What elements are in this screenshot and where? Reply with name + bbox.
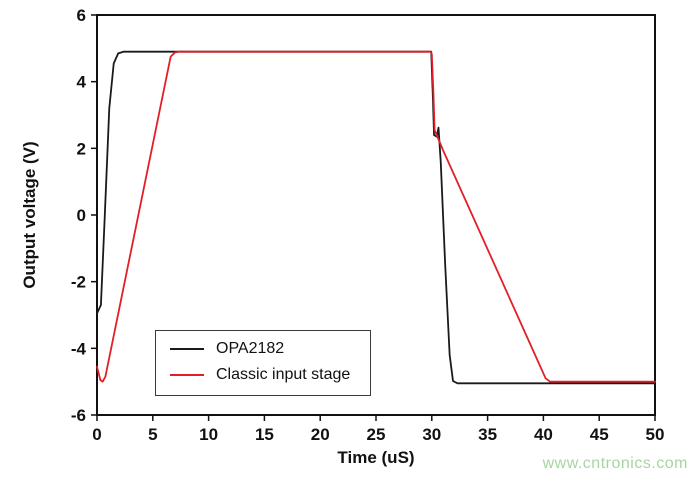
- svg-text:6: 6: [77, 6, 86, 25]
- svg-text:-6: -6: [71, 406, 86, 425]
- svg-text:25: 25: [367, 425, 386, 444]
- svg-text:15: 15: [255, 425, 274, 444]
- opa2182-line-swatch: [170, 348, 204, 350]
- svg-text:0: 0: [77, 206, 86, 225]
- svg-text:20: 20: [311, 425, 330, 444]
- svg-text:45: 45: [590, 425, 609, 444]
- svg-text:0: 0: [92, 425, 101, 444]
- svg-text:35: 35: [478, 425, 497, 444]
- svg-text:40: 40: [534, 425, 553, 444]
- classic-input-stage-line-swatch: [170, 374, 204, 376]
- svg-text:30: 30: [422, 425, 441, 444]
- svg-text:4: 4: [77, 73, 87, 92]
- y-axis-title: Output voltage (V): [20, 141, 39, 289]
- svg-text:5: 5: [148, 425, 157, 444]
- legend-item-classic-input-stage: Classic input stage: [170, 366, 350, 384]
- svg-text:10: 10: [199, 425, 218, 444]
- legend-label-opa2182: OPA2182: [216, 340, 285, 357]
- legend-item-opa2182: OPA2182: [170, 340, 350, 358]
- svg-text:-2: -2: [71, 273, 86, 292]
- svg-text:-4: -4: [71, 339, 87, 358]
- legend-label-classic-input-stage: Classic input stage: [216, 366, 351, 383]
- svg-text:2: 2: [77, 139, 86, 158]
- watermark-text: www.cntronics.com: [542, 455, 688, 472]
- legend: OPA2182 Classic input stage: [155, 330, 372, 396]
- x-axis-title: Time (uS): [337, 448, 415, 467]
- svg-text:50: 50: [646, 425, 665, 444]
